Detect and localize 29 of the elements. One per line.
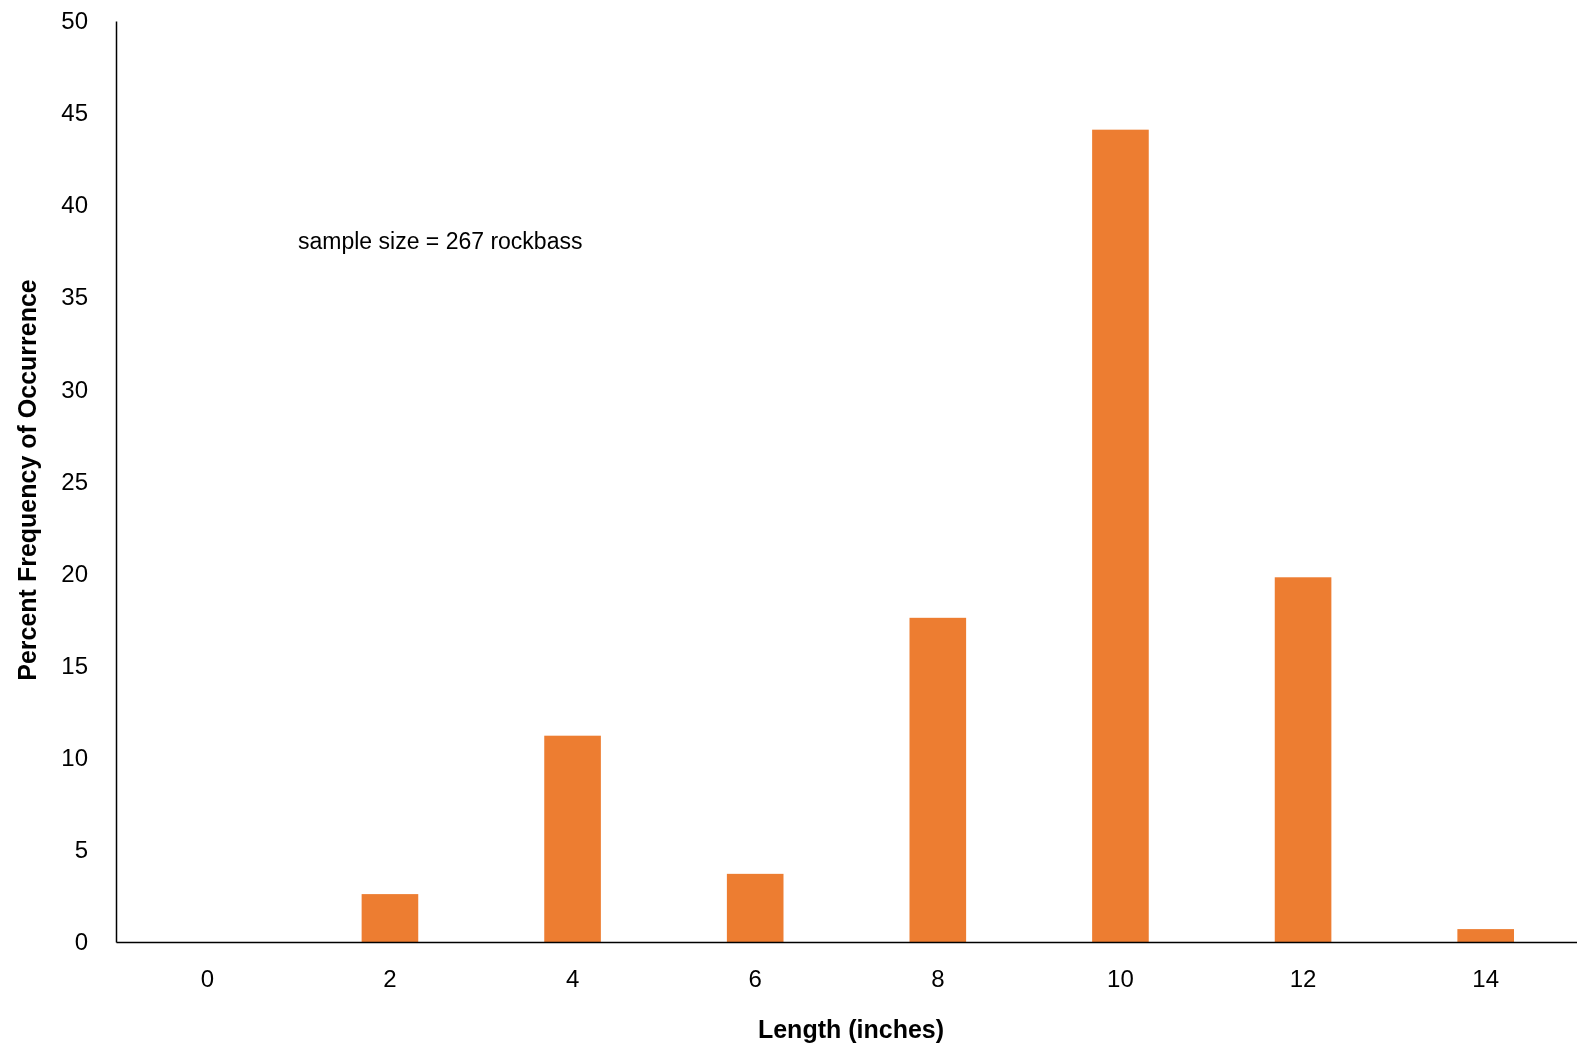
y-tick-label: 40 [61, 191, 88, 219]
y-tick-label: 0 [74, 928, 88, 956]
x-tick-label: 14 [1472, 965, 1500, 993]
y-tick-label: 45 [61, 99, 88, 127]
x-axis-title: Length (inches) [757, 1015, 945, 1043]
y-tick-label: 30 [61, 375, 88, 403]
x-tick-label: 4 [565, 965, 580, 993]
y-tick-label: 35 [61, 283, 88, 311]
y-tick-label: 25 [61, 467, 88, 495]
y-tick-label: 50 [61, 7, 88, 35]
x-tick-label: 0 [200, 965, 214, 993]
bar [726, 873, 784, 942]
bar [909, 617, 967, 942]
y-tick-label: 5 [74, 836, 88, 864]
y-axis-title: Percent Frequency of Occurrence [13, 279, 41, 681]
x-tick-label: 12 [1289, 965, 1317, 993]
bar [1457, 929, 1514, 942]
y-tick-label: 15 [61, 651, 88, 679]
y-tick-label: 20 [61, 559, 88, 587]
y-tick-label: 10 [61, 743, 88, 771]
x-tick-label: 6 [748, 965, 762, 993]
bar [1092, 129, 1149, 942]
x-tick-label: 2 [383, 965, 397, 993]
x-tick-label: 10 [1107, 965, 1134, 993]
bar [1274, 577, 1332, 942]
annotation: sample size = 267 rockbass [298, 228, 583, 254]
x-tick-label: 8 [931, 965, 945, 993]
bar [361, 894, 419, 942]
bar [544, 735, 601, 942]
